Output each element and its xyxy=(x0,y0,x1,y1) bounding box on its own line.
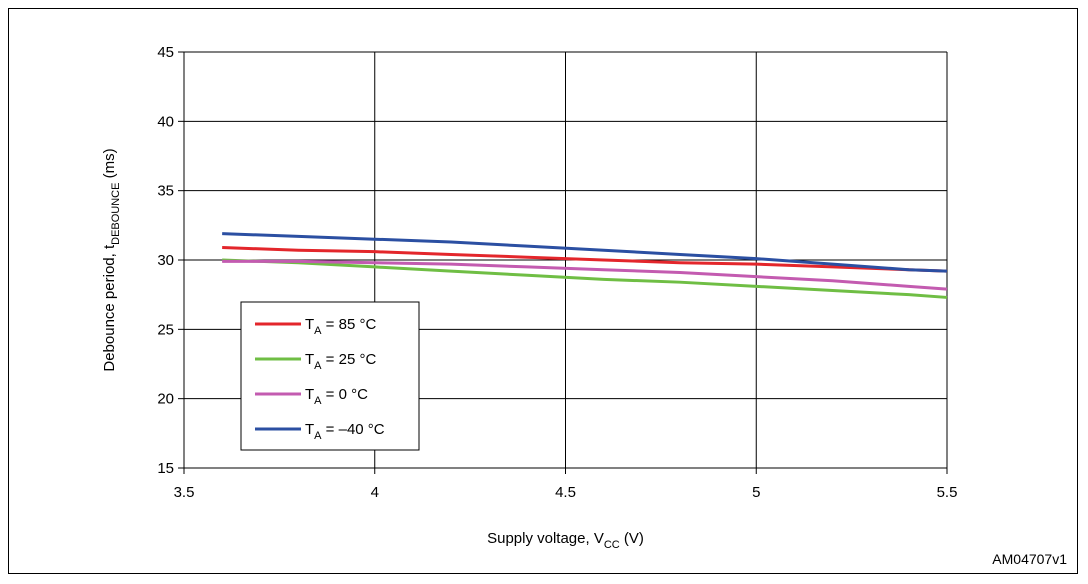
x-tick-label: 3.5 xyxy=(174,484,195,501)
legend-box xyxy=(240,301,420,451)
legend-label: TA = 85 °C xyxy=(305,316,376,337)
legend-label: TA = 0 °C xyxy=(305,386,368,407)
x-tick-label: 4.5 xyxy=(555,484,576,501)
series-line xyxy=(222,232,948,273)
series-line xyxy=(222,259,948,291)
y-tick-label: 35 xyxy=(157,183,174,200)
line-chart: 3.5 4 4.5 5 5.5 15 20 25 30 35 40 45 Supply voltage,… xyxy=(101,44,958,551)
legend-label: TA = 25 °C xyxy=(305,351,376,372)
y-axis-label: Debounce period, tDEBOUNCE (ms) xyxy=(101,148,122,371)
y-tick-label: 40 xyxy=(157,113,174,130)
x-tick-label: 4 xyxy=(371,484,379,501)
y-tick-label: 25 xyxy=(157,321,174,338)
y-tick-label: 30 xyxy=(157,252,174,269)
y-tick-label: 20 xyxy=(157,391,174,408)
series-line xyxy=(222,258,948,299)
figure-id: AM04707v1 xyxy=(992,551,1067,567)
y-tick-label: 15 xyxy=(157,460,174,477)
legend-label: TA = –40 °C xyxy=(305,421,385,442)
x-axis-label: Supply voltage, VCC (V) xyxy=(487,530,644,551)
y-tick-label: 45 xyxy=(157,44,174,61)
figure-frame: 3.5 4 4.5 5 5.5 15 20 25 30 35 40 45 Supply voltage,… xyxy=(8,8,1078,574)
x-tick-label: 5.5 xyxy=(937,484,958,501)
x-tick-label: 5 xyxy=(752,484,760,501)
series-line xyxy=(222,246,948,273)
